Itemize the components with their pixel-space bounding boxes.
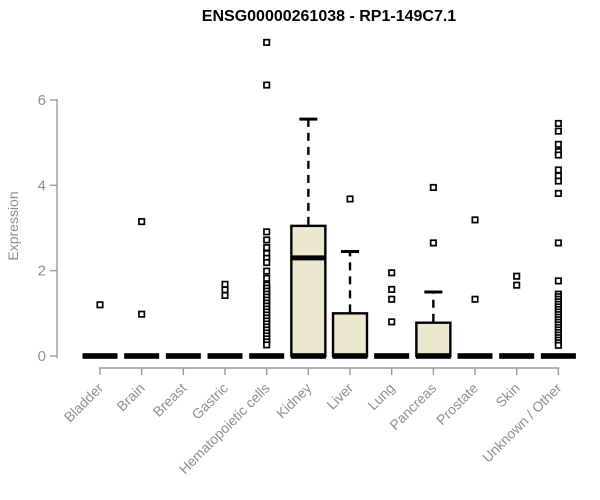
outlier-point bbox=[263, 274, 271, 282]
outlier-point bbox=[221, 286, 229, 294]
chart-title: ENSG00000261038 - RP1-149C7.1 bbox=[201, 8, 457, 25]
outlier-point bbox=[554, 189, 562, 197]
outlier-point bbox=[513, 281, 521, 289]
outlier-point bbox=[388, 269, 396, 277]
outlier-point bbox=[263, 259, 271, 267]
outlier-point bbox=[554, 140, 562, 148]
outlier-point bbox=[513, 272, 521, 280]
outlier-point bbox=[554, 119, 562, 127]
zero-median-bar bbox=[415, 353, 451, 359]
outlier-point bbox=[554, 277, 562, 285]
x-tick-label: Lung bbox=[364, 380, 397, 413]
y-tick-label: 0 bbox=[38, 348, 46, 365]
x-tick-label: Breast bbox=[150, 380, 190, 420]
zero-median-bar bbox=[499, 353, 535, 359]
box bbox=[415, 321, 452, 358]
zero-median-bar bbox=[290, 353, 326, 359]
x-tick-label: Brain bbox=[113, 380, 147, 414]
zero-median-bar bbox=[332, 353, 368, 359]
outlier-point bbox=[263, 341, 271, 349]
outlier-point bbox=[554, 127, 562, 135]
outlier-point bbox=[554, 166, 562, 174]
x-tick-label: Prostate bbox=[433, 380, 481, 428]
y-tick-label: 6 bbox=[38, 92, 46, 109]
outlier-point bbox=[429, 183, 437, 192]
x-tick-label: Bladder bbox=[61, 380, 107, 426]
x-tick-label: Unknown / Other bbox=[479, 380, 565, 466]
x-tick-label: Liver bbox=[323, 380, 356, 413]
box bbox=[290, 224, 327, 358]
zero-median-bar bbox=[165, 353, 201, 359]
x-tick-label: Kidney bbox=[273, 380, 315, 422]
outlier-point bbox=[554, 239, 562, 247]
outlier-point bbox=[263, 236, 271, 244]
zero-median-bar bbox=[207, 353, 243, 359]
outlier-point bbox=[138, 218, 146, 226]
zero-median-bar bbox=[540, 353, 576, 359]
outlier-point bbox=[554, 177, 562, 185]
y-tick-label: 2 bbox=[38, 263, 46, 280]
outlier-point bbox=[138, 310, 146, 318]
outlier-point bbox=[471, 216, 479, 224]
outlier-point bbox=[388, 285, 396, 293]
outlier-point bbox=[346, 195, 354, 203]
box bbox=[331, 312, 369, 358]
outlier-point bbox=[263, 244, 271, 252]
zero-median-bar bbox=[457, 353, 493, 359]
outlier-point bbox=[263, 228, 271, 236]
zero-median-bar bbox=[249, 353, 285, 359]
outlier-point bbox=[221, 291, 229, 299]
zero-median-bar bbox=[374, 353, 410, 359]
outlier-point bbox=[96, 301, 104, 309]
outlier-point bbox=[221, 280, 229, 288]
outlier-point bbox=[388, 318, 396, 326]
outlier-point bbox=[471, 295, 479, 303]
zero-median-bar bbox=[124, 353, 160, 359]
outlier-point bbox=[388, 295, 396, 303]
outlier-point bbox=[554, 151, 562, 159]
outlier-point bbox=[263, 38, 271, 46]
y-tick-label: 4 bbox=[38, 177, 46, 194]
zero-median-bar bbox=[82, 353, 118, 359]
x-tick-label: Skin bbox=[492, 380, 523, 411]
outlier-point bbox=[554, 341, 562, 349]
outlier-point bbox=[263, 267, 271, 275]
outlier-point bbox=[263, 81, 271, 89]
outlier-point bbox=[429, 239, 437, 247]
